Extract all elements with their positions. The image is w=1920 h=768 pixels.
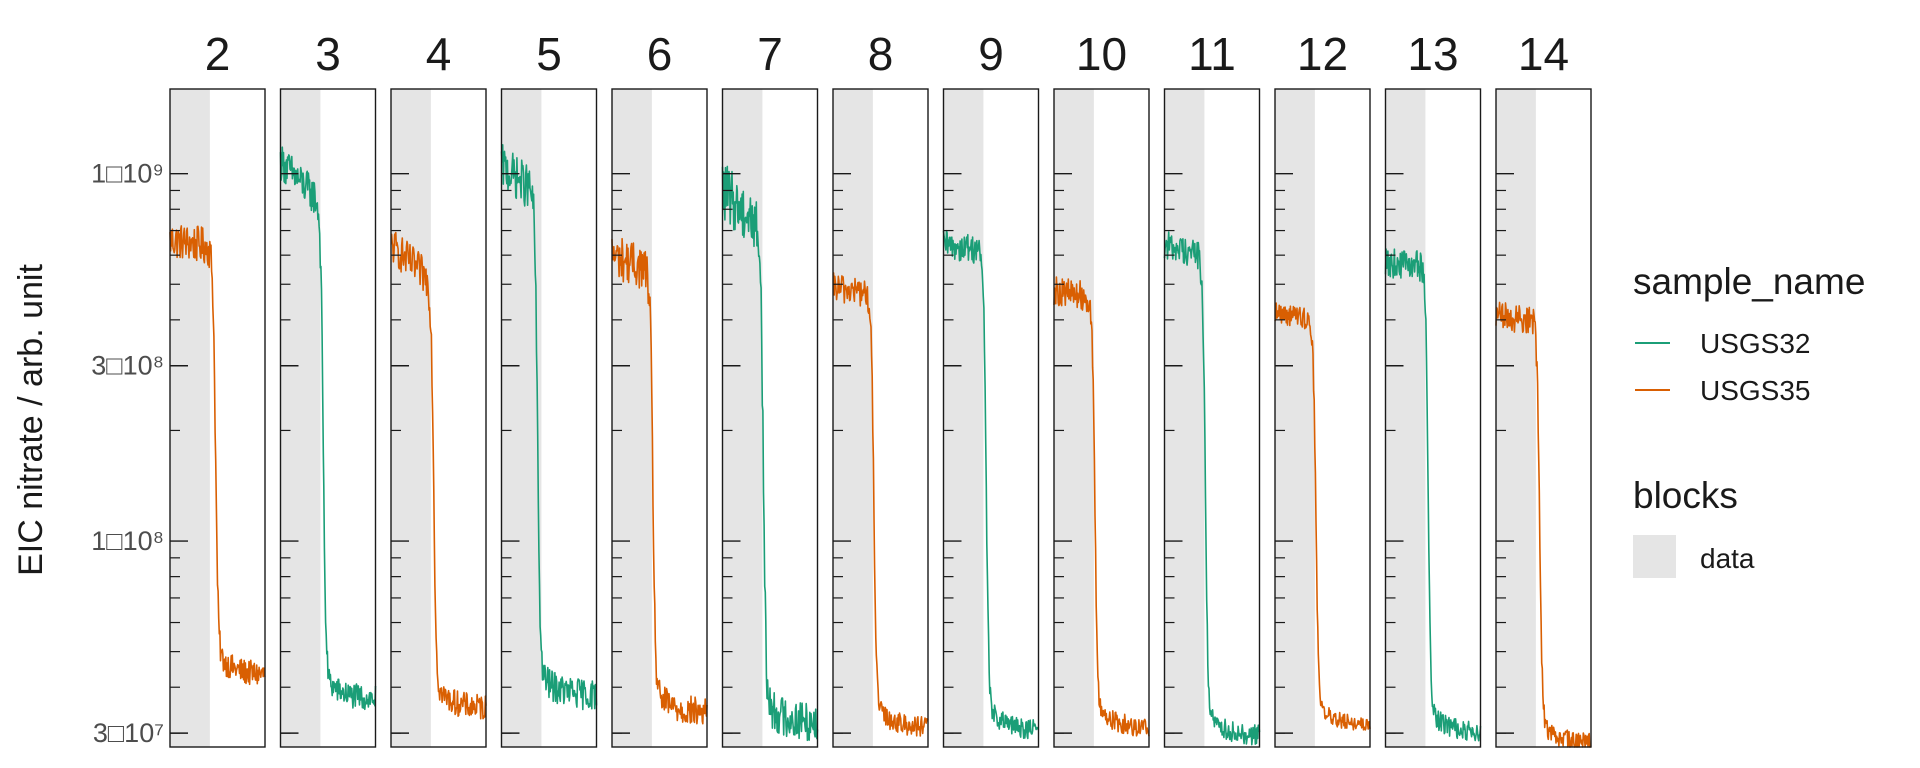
- trace-usgs35: [1053, 276, 1150, 737]
- y-axis: 1□10⁹ 3□10⁸ 1□10⁸ 3□10⁷: [91, 159, 164, 748]
- legend-swatch-data-block: [1633, 535, 1676, 578]
- trace-usgs32: [721, 165, 819, 742]
- panel-title: 12: [1297, 28, 1348, 80]
- data-block-shading: [833, 89, 873, 747]
- panel-border: [169, 88, 266, 748]
- trace-usgs32: [942, 229, 1040, 740]
- panel-border: [721, 88, 819, 748]
- panel-border: [942, 88, 1040, 748]
- legend-label-usgs32: USGS32: [1700, 328, 1811, 359]
- panel-title: 6: [647, 28, 673, 80]
- legend-label-usgs35: USGS35: [1700, 375, 1811, 406]
- panel-border: [390, 88, 487, 748]
- data-block-shading: [1385, 89, 1426, 747]
- panel-title: 5: [536, 28, 562, 80]
- data-block-shading: [501, 89, 542, 747]
- trace-usgs35: [169, 225, 266, 686]
- panel-2: 2: [169, 28, 266, 748]
- panel-border: [1274, 88, 1371, 748]
- panel-14: 14: [1495, 28, 1592, 748]
- panel-title: 10: [1076, 28, 1127, 80]
- legend-title-blocks: blocks: [1633, 475, 1738, 516]
- panel-11: 11: [1163, 28, 1261, 748]
- trace-usgs35: [832, 272, 929, 737]
- data-block-shading: [612, 89, 652, 747]
- panel-border: [1495, 88, 1592, 748]
- panel-6: 6: [611, 28, 708, 748]
- panel-9: 9: [942, 28, 1040, 748]
- panel-8: 8: [832, 28, 929, 748]
- panel-5: 5: [500, 28, 598, 748]
- panel-title: 8: [868, 28, 894, 80]
- trace-usgs32: [1384, 248, 1482, 742]
- y-axis-title: EIC nitrate / arb. unit: [12, 264, 50, 576]
- panel-border: [279, 88, 377, 748]
- trace-usgs35: [1274, 302, 1371, 731]
- panel-border: [832, 88, 929, 748]
- panel-title: 9: [978, 28, 1004, 80]
- trace-usgs35: [390, 231, 487, 720]
- data-block-shading: [1164, 89, 1205, 747]
- y-tick-label: 1□10⁹: [91, 159, 164, 189]
- trace-usgs32: [500, 144, 598, 711]
- panel-title: 11: [1188, 28, 1236, 80]
- panel-title: 14: [1518, 28, 1569, 80]
- panel-title: 2: [205, 28, 231, 80]
- facet-panels: 1□10⁹ 3□10⁸ 1□10⁸ 3□10⁷ 2 3 4 5 6 7 8 9 10 11 12 13 14: [91, 28, 1592, 748]
- legend-title-sample-name: sample_name: [1633, 261, 1865, 302]
- data-block-shading: [943, 89, 984, 747]
- panel-border: [1053, 88, 1150, 748]
- data-block-shading: [1496, 89, 1536, 747]
- panel-border: [500, 88, 598, 748]
- panel-border: [1163, 88, 1261, 748]
- legend-label-data: data: [1700, 543, 1755, 574]
- panel-12: 12: [1274, 28, 1371, 748]
- panel-title: 7: [757, 28, 783, 80]
- panel-title: 3: [315, 28, 341, 80]
- trace-usgs35: [611, 237, 708, 725]
- data-block-shading: [170, 89, 210, 747]
- panel-title: 13: [1407, 28, 1458, 80]
- panel-border: [1384, 88, 1482, 748]
- y-tick-label: 1□10⁸: [91, 526, 164, 556]
- panel-13: 13: [1384, 28, 1482, 748]
- trace-usgs32: [1163, 231, 1261, 746]
- panel-3: 3: [279, 28, 377, 748]
- y-tick-label: 3□10⁷: [93, 718, 164, 748]
- y-tick-label: 3□10⁸: [91, 351, 164, 381]
- data-block-shading: [1054, 89, 1094, 747]
- panel-10: 10: [1053, 28, 1150, 748]
- data-block-shading: [1275, 89, 1315, 747]
- panel-border: [611, 88, 708, 748]
- data-block-shading: [391, 89, 431, 747]
- legend: sample_name USGS32 USGS35 blocks data: [1633, 261, 1865, 578]
- panel-title: 4: [426, 28, 452, 80]
- panel-7: 7: [721, 28, 819, 748]
- panel-4: 4: [390, 28, 487, 748]
